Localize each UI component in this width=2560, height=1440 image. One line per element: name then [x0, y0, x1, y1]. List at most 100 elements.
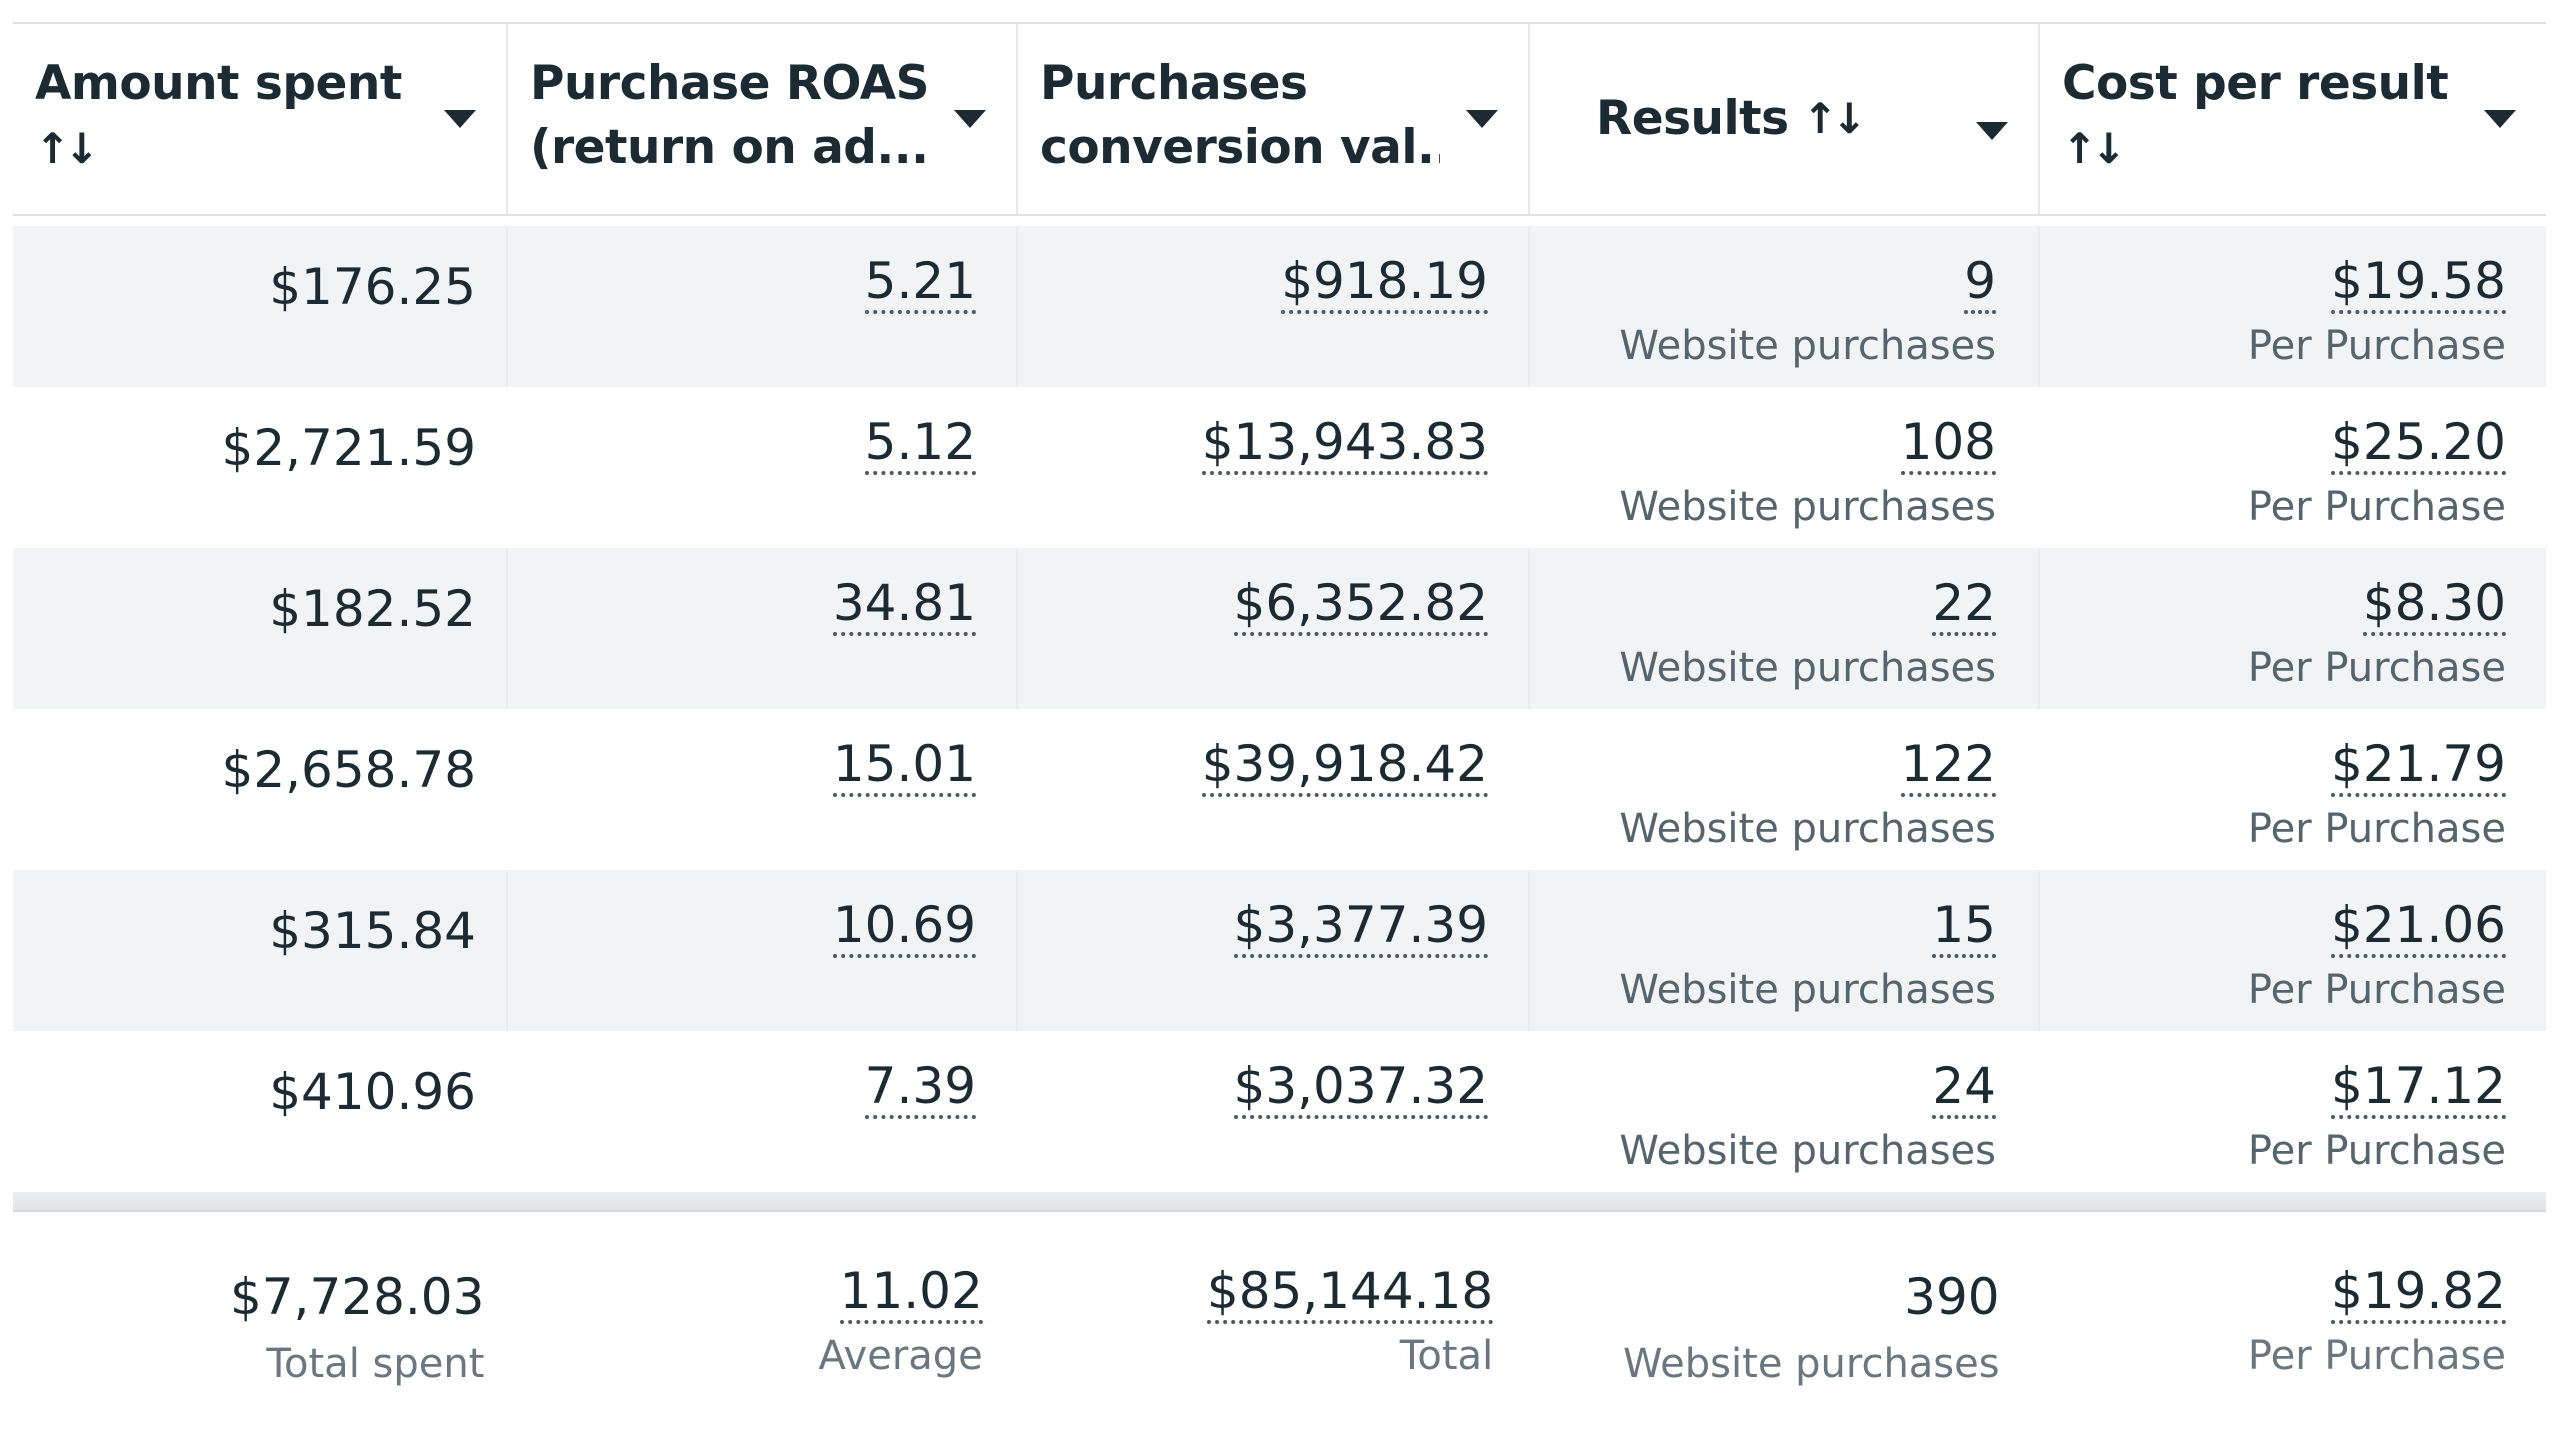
- chevron-down-icon[interactable]: [1976, 122, 2008, 140]
- results-sublabel: Website purchases: [1619, 806, 1996, 852]
- total-roas-cell: 11.02 Average: [514, 1236, 1022, 1382]
- table-row[interactable]: $176.25 5.21 $918.19 9 Website purchases …: [13, 226, 2546, 387]
- table-row[interactable]: $410.96 7.39 $3,037.32 24 Website purchas…: [13, 1031, 2546, 1192]
- chevron-down-icon[interactable]: [444, 110, 476, 128]
- total-cost-per-result-cell: $19.82 Per Purchase: [2042, 1236, 2546, 1382]
- column-header-label-line2: conversion val...: [1040, 120, 1440, 175]
- cost-per-result-cell: $19.58 Per Purchase: [2040, 226, 2546, 387]
- table-row[interactable]: $315.84 10.69 $3,377.39 15 Website purcha…: [13, 870, 2546, 1031]
- chevron-down-icon[interactable]: [954, 110, 986, 128]
- totals-row: $7,728.03 Total spent 11.02 Average $85,14…: [21, 1212, 2546, 1387]
- results-value[interactable]: 122: [1900, 735, 1996, 797]
- results-sublabel: Website purchases: [1619, 645, 1996, 691]
- total-results-cell: 390 Website purchases: [1533, 1236, 2041, 1387]
- conversion-value-cell: $3,037.32: [1018, 1031, 1530, 1192]
- amount-spent-value: $2,658.78: [221, 741, 476, 799]
- amount-spent-value: $410.96: [269, 1063, 476, 1121]
- amount-spent-cell: $182.52: [13, 548, 508, 709]
- cost-per-result-value[interactable]: $25.20: [2331, 413, 2506, 475]
- conversion-value[interactable]: $13,943.83: [1201, 413, 1488, 475]
- conversion-value-cell: $3,377.39: [1018, 870, 1530, 1031]
- roas-value[interactable]: 34.81: [832, 574, 976, 636]
- cost-per-result-value[interactable]: $21.06: [2331, 896, 2506, 958]
- conversion-value[interactable]: $3,377.39: [1233, 896, 1488, 958]
- roas-value[interactable]: 5.12: [864, 413, 976, 475]
- cost-per-result-sublabel: Per Purchase: [2247, 323, 2506, 369]
- roas-value[interactable]: 7.39: [864, 1057, 976, 1119]
- total-results-value: 390: [1904, 1268, 2000, 1326]
- cost-per-result-sublabel: Per Purchase: [2247, 645, 2506, 691]
- results-cell: 22 Website purchases: [1530, 548, 2040, 709]
- conversion-value[interactable]: $918.19: [1281, 252, 1488, 314]
- cost-per-result-value[interactable]: $8.30: [2362, 574, 2506, 636]
- conversion-value-cell: $39,918.42: [1018, 709, 1530, 870]
- amount-spent-cell: $2,658.78: [13, 709, 508, 870]
- conversion-value[interactable]: $6,352.82: [1233, 574, 1488, 636]
- amount-spent-cell: $176.25: [13, 226, 508, 387]
- column-header-label-line1: Purchases: [1040, 56, 1308, 111]
- cost-per-result-value[interactable]: $19.58: [2331, 252, 2506, 314]
- total-roas-value[interactable]: 11.02: [839, 1262, 983, 1324]
- roas-value[interactable]: 15.01: [832, 735, 976, 797]
- total-results-sublabel: Website purchases: [1622, 1341, 2000, 1387]
- column-header-label: Results: [1596, 91, 1789, 146]
- results-cell: 24 Website purchases: [1530, 1031, 2040, 1192]
- conversion-value-cell: $6,352.82: [1018, 548, 1530, 709]
- column-header-amount-spent[interactable]: Amount spent ↑↓: [13, 24, 508, 214]
- column-header-purchase-roas[interactable]: Purchase ROAS (return on ad...: [508, 24, 1018, 214]
- results-value[interactable]: 108: [1900, 413, 1996, 475]
- roas-cell: 5.12: [508, 387, 1018, 548]
- cost-per-result-cell: $8.30 Per Purchase: [2040, 548, 2546, 709]
- results-value[interactable]: 22: [1932, 574, 1996, 636]
- cost-per-result-sublabel: Per Purchase: [2247, 967, 2506, 1013]
- column-header-label: Cost per result: [2062, 56, 2449, 111]
- table-body: $176.25 5.21 $918.19 9 Website purchases …: [13, 226, 2546, 1192]
- amount-spent-value: $315.84: [269, 902, 476, 960]
- results-value[interactable]: 9: [1964, 252, 1996, 314]
- roas-value[interactable]: 10.69: [832, 896, 976, 958]
- conversion-value-cell: $918.19: [1018, 226, 1530, 387]
- roas-cell: 34.81: [508, 548, 1018, 709]
- table-row[interactable]: $2,658.78 15.01 $39,918.42 122 Website pu…: [13, 709, 2546, 870]
- cost-per-result-value[interactable]: $21.79: [2331, 735, 2506, 797]
- amount-spent-cell: $315.84: [13, 870, 508, 1031]
- conversion-value[interactable]: $3,037.32: [1233, 1057, 1488, 1119]
- results-sublabel: Website purchases: [1619, 967, 1996, 1013]
- column-header-cost-per-result[interactable]: Cost per result ↑↓: [2040, 24, 2546, 214]
- amount-spent-cell: $410.96: [13, 1031, 508, 1192]
- cost-per-result-cell: $21.79 Per Purchase: [2040, 709, 2546, 870]
- totals-divider: [13, 1192, 2546, 1212]
- conversion-value-cell: $13,943.83: [1018, 387, 1530, 548]
- results-cell: 9 Website purchases: [1530, 226, 2040, 387]
- sort-icon[interactable]: ↑↓: [2062, 124, 2126, 173]
- total-amount-spent-value: $7,728.03: [229, 1268, 485, 1326]
- conversion-value[interactable]: $39,918.42: [1201, 735, 1488, 797]
- roas-cell: 15.01: [508, 709, 1018, 870]
- roas-cell: 5.21: [508, 226, 1018, 387]
- chevron-down-icon[interactable]: [2484, 110, 2516, 128]
- total-cost-per-result-value[interactable]: $19.82: [2331, 1262, 2506, 1324]
- amount-spent-cell: $2,721.59: [13, 387, 508, 548]
- sort-icon[interactable]: ↑↓: [1802, 94, 1867, 143]
- cost-per-result-value[interactable]: $17.12: [2331, 1057, 2506, 1119]
- column-header-label-line1: Purchase ROAS: [530, 56, 929, 111]
- table-row[interactable]: $182.52 34.81 $6,352.82 22 Website purcha…: [13, 548, 2546, 709]
- column-header-label: Amount spent: [35, 56, 402, 111]
- cost-per-result-cell: $21.06 Per Purchase: [2040, 870, 2546, 1031]
- column-header-results[interactable]: Results ↑↓: [1530, 24, 2040, 214]
- amount-spent-value: $176.25: [269, 258, 476, 316]
- table-row[interactable]: $2,721.59 5.12 $13,943.83 108 Website pur…: [13, 387, 2546, 548]
- cost-per-result-sublabel: Per Purchase: [2247, 484, 2506, 530]
- roas-value[interactable]: 5.21: [864, 252, 976, 314]
- total-conversion-value[interactable]: $85,144.18: [1206, 1262, 1494, 1324]
- chevron-down-icon[interactable]: [1466, 110, 1498, 128]
- results-value[interactable]: 24: [1932, 1057, 1996, 1119]
- total-cost-per-result-sublabel: Per Purchase: [2247, 1333, 2506, 1379]
- total-conversion-value-sublabel: Total: [1399, 1333, 1494, 1379]
- amount-spent-value: $182.52: [269, 580, 476, 638]
- sort-icon[interactable]: ↑↓: [35, 124, 99, 173]
- roas-cell: 10.69: [508, 870, 1018, 1031]
- results-value[interactable]: 15: [1932, 896, 1996, 958]
- results-cell: 15 Website purchases: [1530, 870, 2040, 1031]
- column-header-purchases-conversion-value[interactable]: Purchases conversion val...: [1018, 24, 1530, 214]
